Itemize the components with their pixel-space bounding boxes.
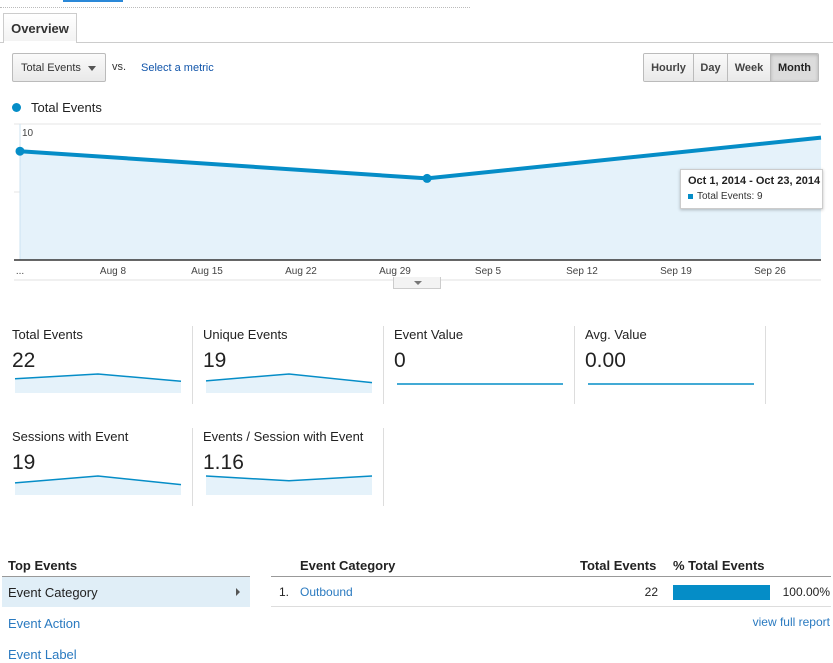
sparkline-area (15, 476, 181, 495)
column-header-event-category: Event Category (300, 558, 396, 573)
top-events-item-event-category[interactable]: Event Category (2, 577, 250, 607)
metric-value: 0.00 (585, 349, 626, 372)
x-tick-label: Sep 26 (754, 266, 786, 277)
top-events-heading: Top Events (8, 558, 78, 573)
granularity-day[interactable]: Day (693, 54, 727, 81)
view-full-report-link[interactable]: view full report (752, 615, 830, 629)
metric-value: 19 (203, 349, 227, 372)
divider (0, 7, 470, 8)
tile-divider (765, 326, 766, 404)
metric-tile-events-per-session[interactable]: Events / Session with Event 1.16 (203, 429, 385, 507)
data-point[interactable] (422, 173, 432, 183)
metric-value: 0 (394, 349, 406, 372)
tab-cover (4, 41, 76, 44)
series-area (20, 137, 821, 260)
divider (271, 576, 831, 577)
sparkline (205, 475, 373, 495)
top-strip (0, 0, 833, 8)
percent-bar (673, 585, 770, 600)
sparkline-line (205, 475, 373, 482)
granularity-toggle: Hourly Day Week Month (643, 53, 819, 82)
vs-label: vs. (112, 61, 127, 73)
tab-overview[interactable]: Overview (3, 13, 77, 43)
chart-legend: Total Events (12, 100, 102, 115)
metric-label: Sessions with Event (12, 429, 129, 444)
metric-tile-event-value[interactable]: Event Value 0 (394, 327, 576, 405)
sparkline-line (14, 475, 182, 486)
y-tick-label: 10 (22, 128, 34, 139)
column-header-pct-total-events: % Total Events (673, 558, 765, 573)
row-index: 1. (279, 585, 290, 599)
metric-dropdown[interactable]: Total Events (12, 53, 106, 82)
sparkline-area (206, 374, 372, 393)
metric-value: 19 (12, 451, 36, 474)
divider (2, 576, 250, 577)
tile-divider (383, 326, 384, 404)
metric-value: 22 (12, 349, 36, 372)
sparkline (14, 475, 182, 495)
x-tick-label: Aug 15 (191, 266, 223, 277)
series-square-icon (688, 194, 693, 199)
granularity-hourly[interactable]: Hourly (644, 54, 693, 81)
row-total-events: 22 (644, 585, 658, 599)
metric-label: Events / Session with Event (203, 429, 364, 444)
column-header-total-events: Total Events (580, 558, 657, 573)
sparkline (205, 373, 373, 393)
series-dot-icon (12, 103, 21, 112)
table-row: 1. Outbound 22 100.00% (271, 577, 831, 607)
x-tick-label: Sep 5 (475, 266, 502, 277)
chart-collapse-handle[interactable] (393, 277, 441, 289)
metric-tile-total-events[interactable]: Total Events 22 (12, 327, 194, 405)
metric-label: Event Value (394, 327, 464, 342)
tab-bar (0, 42, 833, 43)
metric-tile-avg-value[interactable]: Avg. Value 0.00 (585, 327, 767, 405)
x-tick-label: ... (16, 266, 24, 277)
sparkline-line (14, 373, 182, 382)
row-percent: 100.00% (782, 585, 830, 599)
sparkline-line (205, 373, 373, 384)
tile-divider (192, 428, 193, 506)
tile-divider (574, 326, 575, 404)
sparkline (588, 383, 754, 385)
metric-dropdown-label: Total Events (21, 61, 81, 74)
sparkline (397, 383, 563, 385)
metric-tile-sessions-with-event[interactable]: Sessions with Event 19 (12, 429, 194, 507)
select-metric-link[interactable]: Select a metric (141, 62, 214, 74)
sparkline (14, 373, 182, 393)
sparkline-area (15, 374, 181, 393)
granularity-week[interactable]: Week (727, 54, 770, 81)
metric-label: Avg. Value (585, 327, 647, 342)
chevron-right-icon (236, 588, 240, 596)
x-tick-label: Aug 22 (285, 266, 317, 277)
x-tick-label: Aug 29 (379, 266, 411, 277)
active-indicator (63, 0, 123, 2)
top-events-item-event-label[interactable]: Event Label (8, 647, 77, 662)
metric-label: Unique Events (203, 327, 288, 342)
row-category-link[interactable]: Outbound (300, 585, 353, 599)
data-point[interactable] (15, 146, 25, 156)
top-events-item-label: Event Category (8, 584, 98, 600)
tile-divider (383, 428, 384, 506)
x-tick-label: Sep 12 (566, 266, 598, 277)
metric-tile-unique-events[interactable]: Unique Events 19 (203, 327, 385, 405)
x-tick-label: Sep 19 (660, 266, 692, 277)
chevron-down-icon (414, 281, 422, 285)
chevron-down-icon (88, 66, 96, 71)
metric-value: 1.16 (203, 451, 244, 474)
top-events-item-event-action[interactable]: Event Action (8, 616, 81, 631)
legend-series-name: Total Events (31, 100, 102, 115)
tooltip-row: Total Events: 9 (688, 191, 815, 202)
tooltip-title: Oct 1, 2014 - Oct 23, 2014 (688, 175, 821, 187)
tooltip-value: Total Events: 9 (697, 191, 763, 202)
granularity-month[interactable]: Month (770, 54, 818, 81)
chart-tooltip: Oct 1, 2014 - Oct 23, 2014 Total Events:… (680, 169, 823, 209)
sparkline-area (206, 476, 372, 495)
tile-divider (192, 326, 193, 404)
x-tick-label: Aug 8 (100, 266, 127, 277)
metric-label: Total Events (12, 327, 83, 342)
